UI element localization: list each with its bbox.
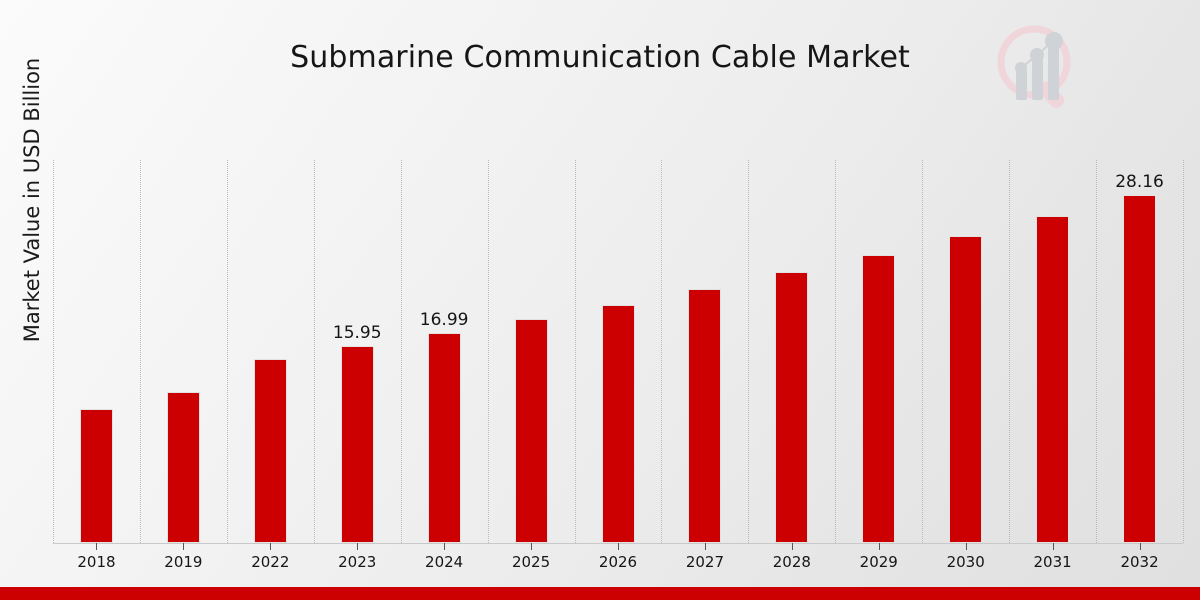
x-tick-mark: [704, 543, 706, 550]
bar-group[interactable]: [1036, 160, 1070, 543]
bar-group[interactable]: [862, 160, 896, 543]
plot-area: 15.95 16.99 28.16: [53, 160, 1185, 543]
x-tick-label-2026: 2026: [598, 553, 638, 571]
x-tick-mark: [270, 543, 272, 550]
bar-value-label-2032: 28.16: [1115, 172, 1164, 193]
bar-2022[interactable]: [253, 359, 287, 543]
bar-value-label-2024: 16.99: [419, 310, 469, 331]
bars-layer: 15.95 16.99 28.16: [53, 160, 1183, 543]
x-tick-mark: [531, 543, 533, 550]
bar-2031[interactable]: [1036, 216, 1070, 543]
bar-2029[interactable]: [862, 255, 896, 543]
x-tick-label-2018: 2018: [77, 553, 116, 571]
x-tick-mark: [96, 543, 98, 550]
x-tick-mark: [1139, 543, 1141, 550]
bar-2025[interactable]: [514, 319, 548, 543]
bar-2026[interactable]: [601, 305, 635, 543]
bar-group[interactable]: [253, 160, 287, 543]
x-tick-label-2024: 2024: [425, 553, 464, 571]
x-tick-mark: [357, 543, 359, 550]
bar-2019[interactable]: [166, 392, 200, 543]
footer-band: [0, 587, 1200, 600]
x-tick-label-2032: 2032: [1120, 553, 1159, 571]
x-tick-label-2027: 2027: [685, 553, 725, 571]
x-tick-mark: [444, 543, 446, 550]
bar-group[interactable]: [601, 160, 635, 543]
bar-group[interactable]: [949, 160, 983, 543]
bar-group[interactable]: [166, 160, 200, 543]
bar-group[interactable]: 28.16: [1115, 160, 1164, 543]
x-tick-mark: [791, 543, 793, 550]
bar-2028[interactable]: [775, 272, 809, 543]
bar-2024[interactable]: [427, 333, 461, 543]
bar-group[interactable]: [688, 160, 722, 543]
x-tick-label-2022: 2022: [251, 553, 290, 571]
bar-2018[interactable]: [79, 409, 113, 543]
x-tick-label-2029: 2029: [859, 553, 898, 571]
brand-logo: [988, 22, 1088, 114]
bar-2027[interactable]: [688, 289, 722, 543]
x-tick-mark: [1052, 543, 1054, 550]
x-tick-label-2028: 2028: [772, 553, 811, 571]
x-tick-mark: [965, 543, 967, 550]
bar-group[interactable]: [79, 160, 113, 543]
x-tick-mark: [183, 543, 185, 550]
bar-value-label-2023: 15.95: [332, 322, 382, 343]
y-axis-title: Market Value in USD Billion: [20, 57, 44, 343]
bar-group[interactable]: 16.99: [420, 160, 468, 543]
x-tick-label-2025: 2025: [511, 553, 551, 571]
x-tick-label-2030: 2030: [946, 553, 985, 571]
x-tick-label-2019: 2019: [164, 553, 203, 571]
bar-2030[interactable]: [949, 236, 983, 543]
bar-group[interactable]: [775, 160, 809, 543]
bar-2023[interactable]: [340, 345, 374, 543]
chart-title: Submarine Communication Cable Market: [290, 40, 910, 75]
bar-2032[interactable]: [1123, 195, 1157, 543]
x-tick-mark: [878, 543, 880, 550]
x-tick-label-2023: 2023: [338, 553, 377, 571]
bar-group[interactable]: [514, 160, 548, 543]
bar-group[interactable]: 15.95: [333, 160, 382, 543]
x-tick-mark: [618, 543, 619, 550]
gridline: [1183, 160, 1185, 543]
magnifier-bar-chart-logo: [997, 25, 1071, 108]
x-tick-label-2031: 2031: [1033, 553, 1072, 571]
